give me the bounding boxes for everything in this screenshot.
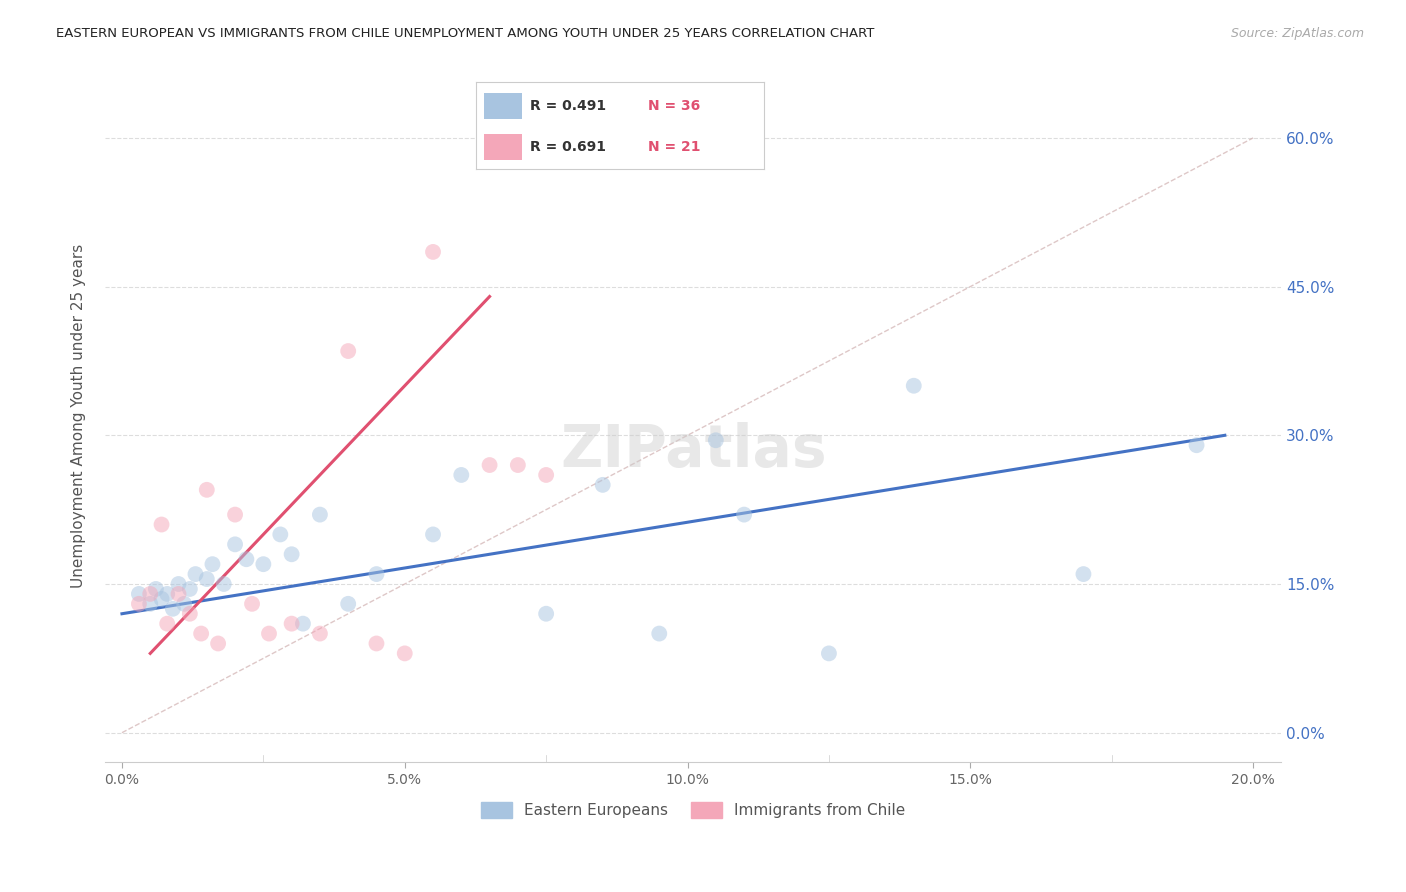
Point	[195, 483, 218, 497]
Point	[145, 582, 167, 596]
Text: Source: ZipAtlas.com: Source: ZipAtlas.com	[1230, 27, 1364, 40]
Point	[422, 244, 444, 259]
Point	[903, 378, 925, 392]
Point	[167, 577, 190, 591]
Text: ZIPatlas: ZIPatlas	[560, 422, 827, 479]
Y-axis label: Unemployment Among Youth under 25 years: Unemployment Among Youth under 25 years	[72, 244, 86, 588]
Point	[818, 647, 841, 661]
Point	[195, 572, 218, 586]
Point	[150, 591, 173, 606]
Point	[450, 467, 472, 482]
Point	[733, 508, 755, 522]
Point	[269, 527, 291, 541]
Point	[235, 552, 257, 566]
Point	[394, 647, 416, 661]
Legend: Eastern Europeans, Immigrants from Chile: Eastern Europeans, Immigrants from Chile	[475, 796, 911, 824]
Point	[173, 597, 195, 611]
Point	[534, 607, 557, 621]
Point	[280, 547, 302, 561]
Point	[128, 587, 150, 601]
Text: EASTERN EUROPEAN VS IMMIGRANTS FROM CHILE UNEMPLOYMENT AMONG YOUTH UNDER 25 YEAR: EASTERN EUROPEAN VS IMMIGRANTS FROM CHIL…	[56, 27, 875, 40]
Point	[309, 508, 332, 522]
Point	[337, 597, 360, 611]
Point	[534, 467, 557, 482]
Point	[190, 626, 212, 640]
Point	[337, 344, 360, 359]
Point	[179, 582, 201, 596]
Point	[156, 587, 179, 601]
Point	[704, 434, 727, 448]
Point	[252, 557, 274, 571]
Point	[167, 587, 190, 601]
Point	[150, 517, 173, 532]
Point	[212, 577, 235, 591]
Point	[156, 616, 179, 631]
Point	[201, 557, 224, 571]
Point	[224, 508, 246, 522]
Point	[506, 458, 529, 472]
Point	[184, 567, 207, 582]
Point	[179, 607, 201, 621]
Point	[257, 626, 280, 640]
Point	[291, 616, 314, 631]
Point	[366, 636, 388, 650]
Point	[1073, 567, 1095, 582]
Point	[309, 626, 332, 640]
Point	[648, 626, 671, 640]
Point	[240, 597, 263, 611]
Point	[139, 587, 162, 601]
Point	[128, 597, 150, 611]
Point	[1185, 438, 1208, 452]
Point	[280, 616, 302, 631]
Point	[224, 537, 246, 551]
Point	[366, 567, 388, 582]
Point	[422, 527, 444, 541]
Point	[592, 478, 614, 492]
Point	[207, 636, 229, 650]
Point	[139, 597, 162, 611]
Point	[162, 601, 184, 615]
Point	[478, 458, 501, 472]
